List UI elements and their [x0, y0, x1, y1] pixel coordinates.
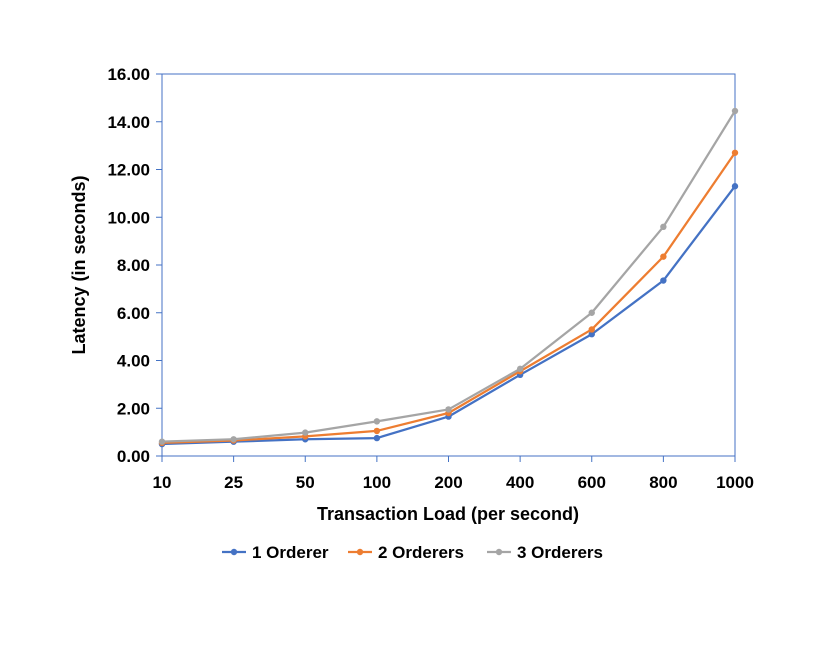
x-axis-title: Transaction Load (per second) — [317, 504, 579, 524]
x-tick-label: 25 — [224, 473, 243, 492]
data-point-series-3 — [373, 418, 381, 425]
y-tick-label: 6.00 — [117, 304, 150, 323]
data-point-series-1 — [588, 331, 595, 338]
legend-marker-3 — [495, 548, 503, 556]
data-point-series-3 — [731, 107, 739, 115]
y-tick-label: 0.00 — [117, 447, 150, 466]
legend-marker-2 — [356, 548, 364, 556]
series-group — [158, 107, 739, 448]
data-point-series-3 — [158, 438, 166, 445]
y-tick-label: 16.00 — [107, 65, 150, 84]
x-tick-label: 200 — [434, 473, 462, 492]
x-tick-label: 10 — [153, 473, 172, 492]
y-tick-label: 14.00 — [107, 113, 150, 132]
x-tick-label: 50 — [296, 473, 315, 492]
y-axis-ticks: 0.00 2.00 4.00 6.00 8.00 10.00 12.00 14.00 16.00 — [107, 65, 162, 466]
data-point-series-3 — [302, 429, 309, 436]
plot-area — [161, 73, 736, 457]
y-tick-label: 10.00 — [107, 208, 150, 227]
y-axis-title: Latency (in seconds) — [69, 175, 89, 354]
legend-label-1: 1 Orderer — [252, 543, 329, 562]
data-point-series-3 — [230, 436, 237, 443]
y-tick-label: 12.00 — [107, 161, 150, 180]
data-point-series-3 — [588, 309, 595, 316]
data-point-series-1 — [660, 277, 667, 284]
data-point-series-2 — [373, 427, 381, 435]
data-point-series-2 — [731, 149, 739, 156]
series-line-3 — [161, 110, 736, 443]
data-point-series-2 — [588, 326, 595, 333]
data-point-series-3 — [660, 223, 667, 230]
x-tick-label: 800 — [649, 473, 677, 492]
legend-marker-1 — [230, 548, 238, 556]
y-tick-label: 4.00 — [117, 352, 150, 371]
x-tick-label: 100 — [363, 473, 391, 492]
data-point-series-1 — [373, 434, 381, 442]
x-tick-label: 400 — [506, 473, 534, 492]
data-point-series-2 — [660, 253, 667, 260]
y-tick-label: 2.00 — [117, 399, 150, 418]
plot-border — [161, 73, 736, 457]
data-point-series-1 — [731, 183, 739, 190]
x-tick-label: 600 — [578, 473, 606, 492]
data-point-series-3 — [516, 365, 524, 373]
legend-label-2: 2 Orderers — [378, 543, 464, 562]
legend-label-3: 3 Orderers — [517, 543, 603, 562]
data-point-series-3 — [445, 406, 452, 413]
y-tick-label: 8.00 — [117, 256, 150, 275]
series-line-1 — [161, 185, 736, 446]
legend: 1 Orderer 2 Orderers 3 Orderers — [222, 543, 603, 562]
series-line-2 — [161, 152, 736, 444]
x-axis-ticks: 10 25 50 100 200 400 600 800 1000 — [153, 456, 754, 492]
x-tick-label: 1000 — [716, 473, 754, 492]
